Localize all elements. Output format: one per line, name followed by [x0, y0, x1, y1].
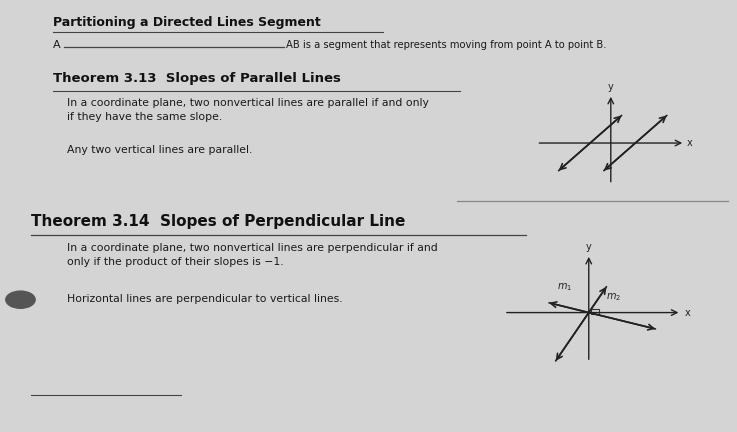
Text: Theorem 3.14  Slopes of Perpendicular Line: Theorem 3.14 Slopes of Perpendicular Lin…: [31, 214, 405, 229]
Text: AB is a segment that represents moving from point A to point B.: AB is a segment that represents moving f…: [286, 40, 607, 50]
Circle shape: [6, 291, 35, 308]
Text: Any two vertical lines are parallel.: Any two vertical lines are parallel.: [68, 145, 253, 155]
Text: y: y: [586, 242, 592, 252]
Text: Theorem 3.13  Slopes of Parallel Lines: Theorem 3.13 Slopes of Parallel Lines: [53, 72, 340, 85]
Text: Partitioning a Directed Lines Segment: Partitioning a Directed Lines Segment: [53, 16, 321, 29]
Text: y: y: [608, 82, 614, 92]
Text: x: x: [685, 308, 691, 318]
Text: $m_1$: $m_1$: [556, 281, 572, 293]
Text: In a coordinate plane, two nonvertical lines are parallel if and only
if they ha: In a coordinate plane, two nonvertical l…: [68, 98, 430, 122]
Text: x: x: [687, 138, 693, 148]
Text: In a coordinate plane, two nonvertical lines are perpendicular if and
only if th: In a coordinate plane, two nonvertical l…: [68, 243, 439, 267]
Text: Horizontal lines are perpendicular to vertical lines.: Horizontal lines are perpendicular to ve…: [68, 294, 343, 304]
Text: A: A: [53, 40, 60, 50]
Text: $m_2$: $m_2$: [606, 291, 621, 303]
